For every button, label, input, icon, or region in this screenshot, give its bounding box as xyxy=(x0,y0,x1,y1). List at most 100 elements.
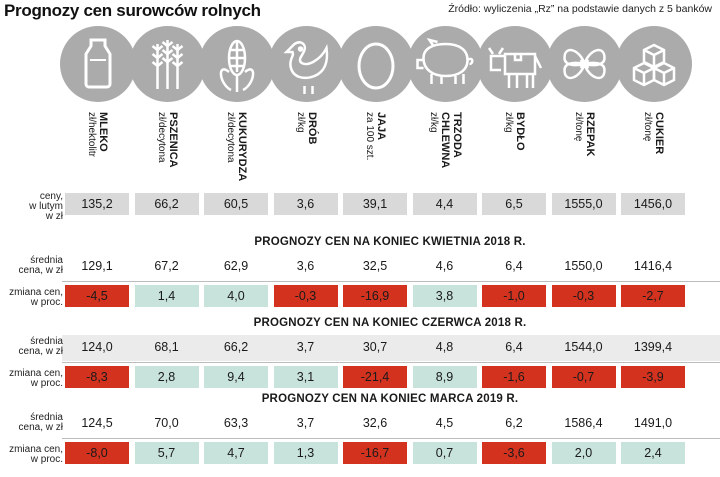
change-label: zmiana cen, w proc. xyxy=(9,368,63,389)
change-cell-negative: -2,7 xyxy=(621,285,685,307)
change-cell-positive: 9,4 xyxy=(204,366,268,388)
column-name: CUKIER xyxy=(653,112,665,155)
avg-price-cell: 124,0 xyxy=(81,340,113,354)
avg-price-cell: 129,1 xyxy=(81,259,113,273)
milk-bottle-icon xyxy=(60,26,136,102)
column-unit: zł/kg xyxy=(427,112,439,133)
change-cell-positive: 4,0 xyxy=(204,285,268,307)
column-header: PSZENICA zł/decytona xyxy=(135,112,199,184)
current-price-cell: 1456,0 xyxy=(621,193,685,215)
row-divider xyxy=(62,362,720,363)
current-price-cell: 39,1 xyxy=(343,193,407,215)
corn-icon xyxy=(199,26,275,102)
column-header: MLEKO zł/hektolitr xyxy=(65,112,129,184)
avg-price-cell: 3,7 xyxy=(296,416,315,430)
avg-price-cell: 1416,4 xyxy=(633,259,673,273)
avg-price-cell: 1550,0 xyxy=(564,259,603,273)
current-price-cell: 60,5 xyxy=(204,193,268,215)
change-cell-negative: -4,5 xyxy=(65,285,129,307)
avg-price-label: średnia cena, w zł xyxy=(18,412,63,433)
avg-price-cell: 1491,0 xyxy=(633,416,673,430)
column-unit: zł/tonę xyxy=(572,112,584,142)
avg-price-cell: 63,3 xyxy=(223,416,249,430)
avg-price-cell: 30,7 xyxy=(362,340,388,354)
avg-price-cell: 1586,4 xyxy=(564,416,603,430)
change-label: zmiana cen, w proc. xyxy=(9,287,63,308)
change-label: zmiana cen, w proc. xyxy=(9,444,63,465)
change-cell-positive: 2,0 xyxy=(551,442,616,464)
change-cell-negative: -16,7 xyxy=(343,442,407,464)
avg-price-cell: 3,6 xyxy=(296,259,315,273)
change-cell-positive: 8,9 xyxy=(412,366,477,388)
forecast-heading: PROGNOZY CEN NA KONIEC MARCA 2019 R. xyxy=(261,393,519,405)
change-cell-negative: -0,7 xyxy=(551,366,616,388)
chart-title: Prognozy cen surowców rolnych xyxy=(4,1,261,20)
pig-icon xyxy=(407,26,484,102)
commodity-icons-row xyxy=(60,26,692,102)
column-name: KUKURYDZA xyxy=(236,112,248,182)
forecast-heading: PROGNOZY CEN NA KONIEC KWIETNIA 2018 R. xyxy=(254,236,526,248)
avg-price-cell: 67,2 xyxy=(154,259,179,273)
column-header: RZEPAK zł/tonę xyxy=(552,112,616,184)
change-cell-negative: -8,0 xyxy=(65,442,129,464)
avg-price-cell: 6,4 xyxy=(505,259,523,273)
avg-price-label: średnia cena, w zł xyxy=(18,255,63,276)
avg-price-cell: 4,6 xyxy=(435,259,454,273)
avg-price-cell: 1399,4 xyxy=(633,340,673,354)
change-cell-negative: -0,3 xyxy=(273,285,338,307)
current-price-cell: 3,6 xyxy=(273,193,338,215)
column-header: DRÓB zł/kg xyxy=(274,112,338,184)
avg-price-cell: 62,9 xyxy=(223,259,249,273)
column-unit: zł/hektolitr xyxy=(86,112,97,158)
avg-price-cell: 3,7 xyxy=(296,340,315,354)
change-cell-negative: -3,6 xyxy=(482,442,546,464)
change-cell-negative: -1,6 xyxy=(482,366,546,388)
column-unit: zł/kg xyxy=(503,112,514,133)
avg-price-cell: 66,2 xyxy=(223,340,249,354)
avg-price-cell: 4,5 xyxy=(435,416,454,430)
column-unit: za 100 szt. xyxy=(364,112,375,161)
change-cell-positive: 5,7 xyxy=(134,442,199,464)
change-cell-negative: -0,3 xyxy=(551,285,616,307)
avg-price-label: średnia cena, w zł xyxy=(18,336,63,357)
column-name: MLEKO xyxy=(97,112,109,152)
avg-price-cell: 70,0 xyxy=(154,416,179,430)
sugar-cubes-icon xyxy=(616,26,692,102)
avg-price-cell: 6,2 xyxy=(505,416,523,430)
column-name: TRZODA xyxy=(450,112,463,158)
avg-price-cell: 4,8 xyxy=(435,340,454,354)
avg-price-cell: 32,6 xyxy=(362,416,388,430)
column-unit: zł/decytona xyxy=(155,112,167,163)
column-name: DRÓB xyxy=(305,112,318,145)
egg-icon xyxy=(338,26,414,102)
change-cell-positive: 2,4 xyxy=(621,442,685,464)
rapeseed-flower-icon xyxy=(546,26,623,102)
column-unit: zł/tonę xyxy=(642,112,653,142)
avg-price-cell: 1544,0 xyxy=(564,340,603,354)
change-cell-positive: 3,8 xyxy=(412,285,477,307)
avg-price-cell: 32,5 xyxy=(362,259,388,273)
change-cell-positive: 4,7 xyxy=(204,442,268,464)
row-divider xyxy=(62,281,720,282)
column-header: BYDŁO zł/kg xyxy=(482,112,546,184)
row-band xyxy=(62,335,720,361)
source-note: Źródło: wyliczenia „Rz” na podstawie dan… xyxy=(448,3,712,15)
change-cell-positive: 2,8 xyxy=(134,366,199,388)
wheat-icon xyxy=(129,26,206,102)
change-cell-positive: 1,4 xyxy=(134,285,199,307)
change-cell-positive: 1,3 xyxy=(273,442,338,464)
change-cell-negative: -1,0 xyxy=(482,285,546,307)
change-cell-positive: 0,7 xyxy=(412,442,477,464)
column-unit: zł/kg xyxy=(294,112,306,133)
avg-price-cell: 68,1 xyxy=(154,340,179,354)
current-price-label: ceny, w lutym w zł xyxy=(29,191,63,222)
current-price-cell: 1555,0 xyxy=(551,193,616,215)
column-name: RZEPAK xyxy=(583,112,596,157)
chicken-icon xyxy=(268,26,345,102)
column-header: TRZODA CHLEWNA zł/kg xyxy=(413,112,477,184)
avg-price-cell: 124,5 xyxy=(81,416,113,430)
column-name: PSZENICA xyxy=(166,112,179,168)
column-name: JAJA xyxy=(375,112,387,141)
column-name: CHLEWNA xyxy=(438,112,451,169)
change-cell-negative: -21,4 xyxy=(343,366,407,388)
